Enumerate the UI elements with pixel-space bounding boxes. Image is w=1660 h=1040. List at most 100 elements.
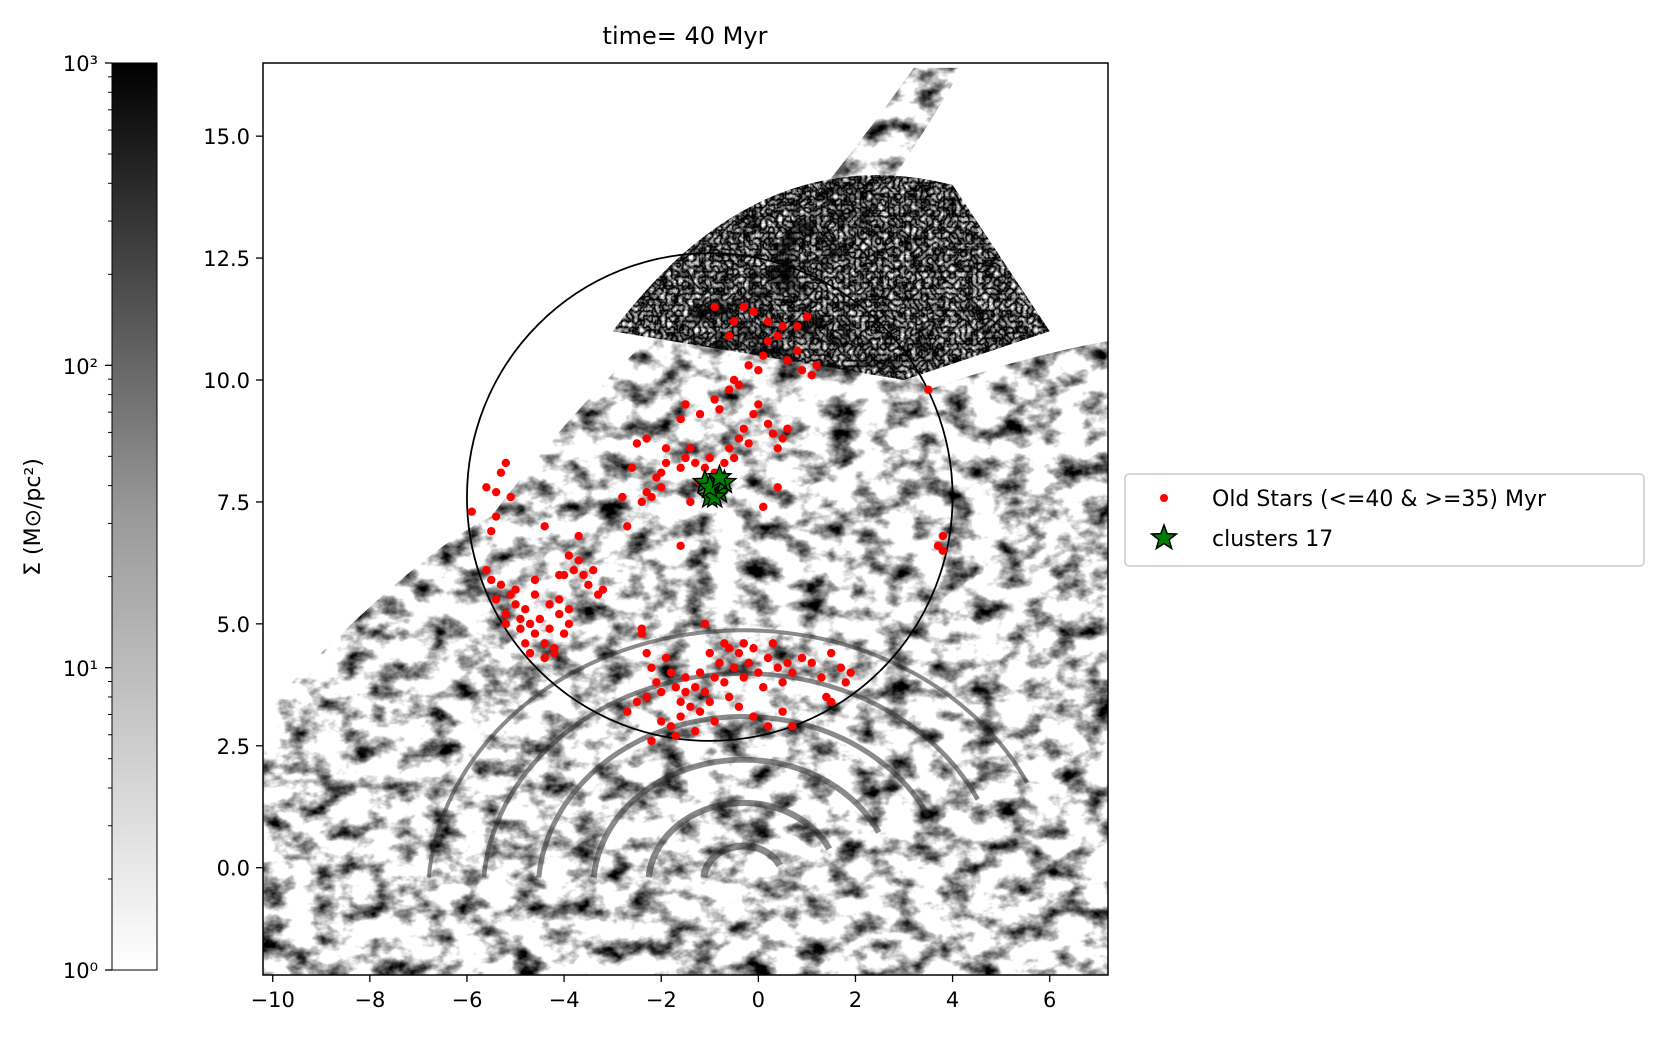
old-star-point xyxy=(530,590,540,599)
old-star-point xyxy=(564,619,574,629)
old-star-point xyxy=(632,697,642,707)
old-star-point xyxy=(734,648,744,658)
y-tick-label: 2.5 xyxy=(217,735,250,759)
old-star-point xyxy=(491,595,501,604)
old-star-point xyxy=(768,429,778,438)
old-star-point xyxy=(525,648,535,658)
old-star-point xyxy=(710,395,719,404)
old-star-point xyxy=(487,575,496,585)
old-star-point xyxy=(589,566,598,575)
old-star-point xyxy=(525,619,535,629)
old-star-point xyxy=(783,424,792,433)
old-star-point xyxy=(788,668,797,677)
spiral-arc xyxy=(426,628,1030,878)
colorbar-ticks xyxy=(105,62,112,971)
old-star-point xyxy=(739,302,748,312)
old-star-point xyxy=(657,468,666,477)
old-star-point xyxy=(681,453,690,463)
old-star-point xyxy=(501,609,511,619)
old-star-point xyxy=(661,444,671,453)
old-star-point xyxy=(623,522,632,531)
old-star-point xyxy=(681,400,690,409)
old-star-point xyxy=(555,570,564,580)
legend-marker-old-stars xyxy=(1160,494,1168,502)
old-star-point xyxy=(545,624,554,633)
colorbar-tick-label-1: 10⁰ xyxy=(63,959,98,983)
old-star-point xyxy=(695,409,705,419)
x-tick-label: 0 xyxy=(752,988,765,1012)
old-star-point xyxy=(744,439,753,448)
old-star-point xyxy=(642,692,651,702)
chart-title: time= 40 Myr xyxy=(603,22,768,50)
old-star-point xyxy=(657,483,666,492)
colorbar-label: Σ (M⊙/pc²) xyxy=(21,458,46,576)
old-star-point xyxy=(695,707,705,716)
old-star-point xyxy=(598,585,608,594)
old-star-point xyxy=(700,619,710,629)
gas-diffuse xyxy=(612,175,1050,381)
spiral-arc xyxy=(590,756,882,878)
old-star-point xyxy=(496,468,506,477)
spiral-arc xyxy=(700,842,783,878)
colorbar-gradient xyxy=(111,62,158,971)
old-star-point xyxy=(715,658,724,668)
spiral-arc xyxy=(481,671,980,878)
old-star-point xyxy=(550,648,559,658)
old-star-point xyxy=(773,483,782,492)
old-star-point xyxy=(579,570,588,580)
old-star-point xyxy=(516,624,525,633)
colorbar-tick-label-100: 10² xyxy=(63,355,98,379)
old-star-point xyxy=(637,497,646,507)
y-axis: 0.0 2.5 5.0 7.5 10.0 12.5 15.0 xyxy=(203,125,263,881)
y-tick-label: 12.5 xyxy=(203,247,250,271)
old-star-point xyxy=(744,361,753,370)
old-star-point xyxy=(924,385,933,394)
old-star-point xyxy=(564,605,574,614)
old-star-point xyxy=(661,458,671,468)
old-star-point xyxy=(584,580,593,590)
old-star-point xyxy=(836,663,846,672)
old-star-point xyxy=(540,653,549,663)
old-star-point xyxy=(642,648,651,658)
plot-frame xyxy=(262,62,1109,976)
old-star-point xyxy=(778,434,787,443)
old-star-point xyxy=(773,663,782,672)
y-tick-label: 5.0 xyxy=(217,613,250,637)
old-star-point xyxy=(501,619,511,629)
old-star-point xyxy=(846,668,855,677)
selection-circle xyxy=(466,252,954,742)
old-star-point xyxy=(802,312,812,321)
old-star-point xyxy=(734,702,744,711)
old-star-point xyxy=(511,600,520,609)
colorbar: 10³ 10² 10¹ 10⁰ Σ (M⊙/pc²) xyxy=(21,52,158,983)
old-star-point xyxy=(671,731,680,741)
y-tick-label: 0.0 xyxy=(217,857,250,881)
old-star-point xyxy=(511,585,520,594)
old-star-point xyxy=(496,580,506,590)
y-tick-label: 15.0 xyxy=(203,125,250,149)
y-tick-label: 10.0 xyxy=(203,369,250,393)
old-star-point xyxy=(720,678,729,687)
old-star-point xyxy=(826,648,836,658)
old-star-point xyxy=(521,605,530,614)
x-tick-label: 4 xyxy=(946,988,959,1012)
colorbar-tick-label-10: 10¹ xyxy=(63,657,98,681)
old-star-point xyxy=(676,541,685,551)
old-star-point xyxy=(647,736,656,746)
old-star-point xyxy=(807,658,816,668)
old-star-point xyxy=(739,673,748,682)
old-star-point xyxy=(652,678,661,687)
old-star-point xyxy=(501,458,511,468)
old-star-point xyxy=(676,414,685,424)
old-star-point xyxy=(826,697,836,707)
old-star-point xyxy=(749,712,758,721)
gas-speckle xyxy=(612,175,1050,381)
old-star-point xyxy=(807,370,816,380)
old-star-point xyxy=(729,317,739,326)
old-star-point xyxy=(763,653,773,663)
markers xyxy=(466,252,954,746)
legend-box xyxy=(1124,473,1645,567)
old-star-point xyxy=(734,380,744,390)
old-star-point xyxy=(749,644,758,653)
